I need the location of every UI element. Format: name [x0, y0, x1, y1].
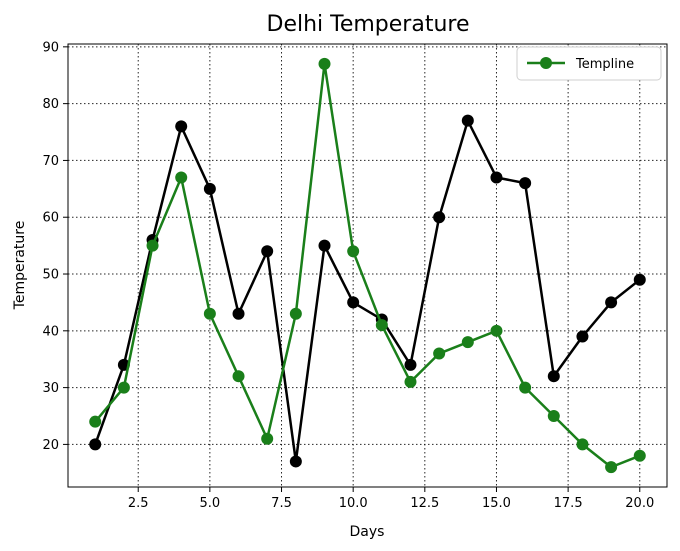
data-point-series-1	[289, 455, 302, 468]
data-point-series-1	[490, 171, 503, 184]
data-point-templine	[347, 245, 360, 258]
data-point-templine	[605, 461, 618, 474]
y-tick-label: 50	[42, 268, 59, 283]
y-axis-label: Temperature	[12, 221, 28, 311]
data-point-templine	[519, 381, 532, 394]
data-point-series-1	[318, 239, 331, 252]
data-point-templine	[433, 347, 446, 360]
x-tick-label: 15.0	[482, 496, 511, 511]
chart-title: Delhi Temperature	[267, 12, 470, 37]
grid	[68, 44, 667, 487]
data-point-templine	[146, 239, 159, 252]
data-point-series-1	[519, 177, 532, 190]
data-point-templine	[203, 307, 216, 320]
data-point-templine	[89, 415, 102, 428]
x-tick-label: 17.5	[554, 496, 583, 511]
data-point-series-1	[89, 438, 102, 451]
series-lines	[89, 57, 646, 474]
data-point-series-1	[175, 120, 188, 133]
data-point-templine	[289, 307, 302, 320]
x-tick-label: 10.0	[339, 496, 368, 511]
x-tick-label: 2.5	[128, 496, 149, 511]
series-line-templine	[94, 62, 641, 469]
data-point-templine	[547, 410, 560, 423]
series-line-series-1	[94, 119, 641, 463]
data-point-series-1	[347, 296, 360, 309]
data-point-templine	[318, 57, 331, 70]
x-tick-label: 20.0	[625, 496, 654, 511]
legend-marker-templine	[540, 57, 552, 69]
data-point-templine	[261, 432, 274, 445]
data-point-templine	[633, 449, 646, 462]
x-tick-label: 5.0	[200, 496, 221, 511]
data-point-templine	[232, 370, 245, 383]
data-point-templine	[375, 319, 388, 332]
data-point-templine	[175, 171, 188, 184]
y-tick-label: 60	[42, 211, 59, 226]
legend-box	[516, 46, 662, 81]
x-axis-ticks: 2.5 5.0 7.5 10.0 12.5 15.0 17.5 20.0	[128, 487, 654, 511]
y-tick-label: 30	[42, 381, 59, 396]
data-point-templine	[576, 438, 589, 451]
data-point-series-1	[633, 273, 646, 286]
y-tick-label: 90	[42, 40, 59, 55]
x-axis-label: Days	[350, 524, 385, 540]
y-tick-label: 80	[42, 97, 59, 112]
legend-label-templine: Templine	[575, 57, 634, 72]
data-point-series-1	[232, 307, 245, 320]
data-point-series-1	[576, 330, 589, 343]
y-tick-label: 20	[42, 438, 59, 453]
data-point-templine	[490, 324, 503, 337]
x-tick-label: 7.5	[271, 496, 292, 511]
data-point-templine	[404, 375, 417, 388]
data-point-series-1	[433, 211, 446, 224]
data-point-series-1	[605, 296, 618, 309]
data-point-series-1	[261, 245, 274, 258]
data-point-series-1	[404, 358, 417, 371]
data-point-templine	[461, 336, 474, 349]
data-point-series-1	[547, 370, 560, 383]
plot-frame	[67, 43, 668, 488]
data-point-series-1	[203, 182, 216, 195]
y-tick-label: 40	[42, 324, 59, 339]
y-axis-ticks: 20 30 40 50 60 70 80 90	[42, 40, 68, 453]
y-tick-label: 70	[42, 154, 59, 169]
legend: Templine	[516, 46, 662, 81]
data-point-templine	[117, 381, 130, 394]
x-tick-label: 12.5	[410, 496, 439, 511]
data-point-series-1	[461, 114, 474, 127]
